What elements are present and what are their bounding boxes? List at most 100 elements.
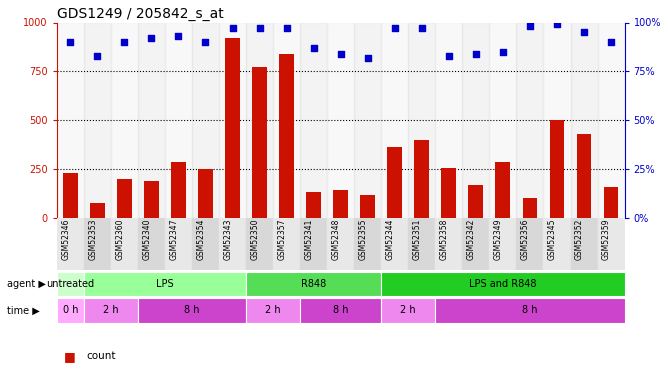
Bar: [252, 68, 267, 218]
Text: R848: R848: [301, 279, 326, 289]
Bar: [462, 22, 490, 218]
Bar: [138, 22, 165, 218]
Bar: [522, 198, 537, 217]
Bar: [490, 22, 516, 218]
Text: GSM52357: GSM52357: [278, 219, 287, 260]
Text: GSM52342: GSM52342: [467, 219, 476, 260]
Bar: [171, 162, 186, 218]
Bar: [570, 217, 598, 270]
Text: GSM52353: GSM52353: [88, 219, 98, 260]
Bar: [198, 169, 213, 217]
Bar: [496, 162, 510, 218]
Bar: [462, 217, 490, 270]
Bar: [387, 147, 402, 218]
Point: [200, 39, 211, 45]
Text: GSM52345: GSM52345: [548, 219, 557, 260]
Point: [362, 55, 373, 61]
Point: [606, 39, 617, 45]
Bar: [436, 22, 462, 218]
Point: [255, 26, 265, 32]
Point: [470, 51, 481, 57]
Bar: [57, 272, 84, 296]
Bar: [544, 217, 570, 270]
Text: GSM52344: GSM52344: [385, 219, 395, 260]
Text: GSM52350: GSM52350: [250, 219, 260, 260]
Text: GSM52340: GSM52340: [142, 219, 152, 260]
Bar: [550, 120, 564, 218]
Text: ■: ■: [63, 350, 75, 363]
Point: [498, 49, 508, 55]
Bar: [576, 134, 591, 218]
Bar: [192, 217, 219, 270]
Text: GDS1249 / 205842_s_at: GDS1249 / 205842_s_at: [57, 8, 224, 21]
Bar: [381, 298, 436, 322]
Bar: [273, 22, 300, 218]
Point: [227, 26, 238, 32]
Bar: [138, 217, 165, 270]
Bar: [84, 272, 246, 296]
Text: 0 h: 0 h: [63, 305, 78, 315]
Text: GSM52358: GSM52358: [440, 219, 449, 260]
Text: GSM52348: GSM52348: [332, 219, 341, 260]
Text: GSM52346: GSM52346: [61, 219, 70, 260]
Point: [552, 21, 562, 27]
Bar: [57, 217, 84, 270]
Text: 8 h: 8 h: [333, 305, 349, 315]
Bar: [381, 217, 408, 270]
Text: GSM52359: GSM52359: [602, 219, 611, 260]
Text: GSM52355: GSM52355: [359, 219, 367, 260]
Bar: [165, 217, 192, 270]
Bar: [570, 22, 598, 218]
Text: 2 h: 2 h: [265, 305, 281, 315]
Text: GSM52360: GSM52360: [116, 219, 124, 260]
Text: GSM52356: GSM52356: [521, 219, 530, 260]
Bar: [306, 192, 321, 217]
Bar: [381, 272, 625, 296]
Bar: [490, 217, 516, 270]
Bar: [468, 185, 484, 218]
Bar: [442, 168, 456, 217]
Text: LPS and R848: LPS and R848: [469, 279, 536, 289]
Bar: [246, 272, 381, 296]
Point: [309, 45, 319, 51]
Point: [281, 26, 292, 32]
Text: GSM52341: GSM52341: [305, 219, 314, 260]
Text: GSM52351: GSM52351: [413, 219, 422, 260]
Bar: [225, 38, 240, 218]
Text: 2 h: 2 h: [103, 305, 119, 315]
Bar: [90, 203, 105, 217]
Bar: [300, 217, 327, 270]
Bar: [144, 182, 159, 218]
Point: [524, 23, 535, 29]
Text: untreated: untreated: [46, 279, 94, 289]
Bar: [111, 217, 138, 270]
Bar: [246, 217, 273, 270]
Bar: [219, 22, 246, 218]
Bar: [84, 217, 111, 270]
Bar: [414, 141, 430, 218]
Point: [416, 26, 427, 32]
Text: time ▶: time ▶: [7, 305, 39, 315]
Text: 2 h: 2 h: [400, 305, 416, 315]
Bar: [57, 22, 84, 218]
Bar: [327, 217, 354, 270]
Text: GSM52343: GSM52343: [224, 219, 232, 260]
Bar: [516, 22, 544, 218]
Bar: [544, 22, 570, 218]
Bar: [246, 22, 273, 218]
Text: 8 h: 8 h: [522, 305, 538, 315]
Bar: [63, 172, 77, 217]
Bar: [598, 217, 625, 270]
Bar: [360, 195, 375, 217]
Text: LPS: LPS: [156, 279, 174, 289]
Text: 8 h: 8 h: [184, 305, 200, 315]
Bar: [333, 190, 348, 217]
Text: GSM52349: GSM52349: [494, 219, 503, 260]
Bar: [354, 22, 381, 218]
Bar: [300, 298, 381, 322]
Text: GSM52347: GSM52347: [170, 219, 178, 260]
Bar: [165, 22, 192, 218]
Bar: [246, 298, 300, 322]
Bar: [436, 217, 462, 270]
Point: [335, 51, 346, 57]
